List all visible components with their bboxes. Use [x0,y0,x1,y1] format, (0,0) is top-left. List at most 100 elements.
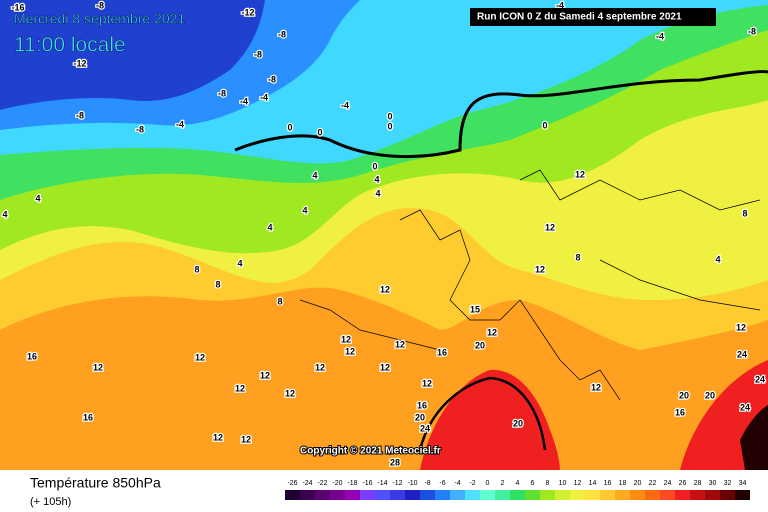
legend-label: 32 [724,480,732,487]
legend-swatch [480,490,495,500]
contour-label: 15 [470,304,480,314]
legend-swatch [660,490,675,500]
contour-label: -16 [11,2,24,12]
legend-swatch [375,490,390,500]
legend-label: -18 [347,480,357,487]
legend-swatch [630,490,645,500]
contour-label: 12 [341,334,351,344]
contour-label: 24 [755,374,765,384]
legend-swatch [525,490,540,500]
contour-label: 12 [241,434,251,444]
contour-label: 4 [715,254,720,264]
contour-label: 4 [237,258,242,268]
isotherm-20 [418,376,547,451]
legend-label: 30 [709,480,717,487]
contour-label: 20 [415,412,425,422]
contour-label: 4 [375,188,380,198]
legend-swatch [315,490,330,500]
legend-label: -24 [302,480,312,487]
legend-swatch [420,490,435,500]
contour-label: 4 [2,209,7,219]
legend-label: 22 [649,480,657,487]
contour-label: 4 [267,222,272,232]
contour-label: 12 [195,352,205,362]
contour-label: -8 [254,49,262,59]
legend-swatch [405,490,420,500]
legend-label: -10 [407,480,417,487]
contour-label: 12 [380,362,390,372]
contour-label: 8 [194,264,199,274]
contour-label: 4 [374,174,379,184]
legend-swatch [390,490,405,500]
legend-label: -16 [362,480,372,487]
legend-label: 2 [501,480,505,487]
legend-label: 4 [516,480,520,487]
contour-label: 12 [380,284,390,294]
contour-label: 8 [215,279,220,289]
contour-label: 12 [93,362,103,372]
legend-label: -20 [332,480,342,487]
legend-swatch [510,490,525,500]
run: Run ICON 0 Z du Samedi 4 septembre 2021 [477,12,682,23]
legend-label: -4 [454,480,460,487]
contour-labels: -16 -8-12-8-8-8-12-8-4 -4-4-8-8 -4 0 000 00444… [1,0,766,469]
legend-label: -26 [287,480,297,487]
contour-label: 0 [387,121,392,131]
contour-label: -4 [656,31,664,41]
lead-time: (+ 105h) [30,496,71,508]
legend-label: 34 [739,480,747,487]
legend-label: 18 [619,480,627,487]
contour-label: 8 [575,252,580,262]
contour-label: -12 [241,7,254,17]
zone-black [740,405,768,470]
legend-swatch [555,490,570,500]
legend-swatch [645,490,660,500]
contour-label: 8 [277,296,282,306]
contour-label: 4 [302,205,307,215]
legend: -26 -24 -22 -20 -18 -16 -14 -12 -10 -8 -6 -4 -2 0 2 4 6 8… [285,480,750,500]
legend-label: 8 [546,480,550,487]
contour-label: -12 [73,58,86,68]
contour-label: -8 [76,110,84,120]
contour-label: 0 [287,122,292,132]
legend-label: -8 [424,480,430,487]
contour-label: 24 [737,349,747,359]
legend-swatch [495,490,510,500]
legend-label: 28 [694,480,702,487]
contour-label: 12 [736,322,746,332]
contour-label: 20 [513,418,523,428]
contour-label: 24 [740,402,750,412]
legend-swatch [720,490,735,500]
contour-label: -4 [260,92,268,102]
contour-label: 12 [545,222,555,232]
contour-label: 12 [487,327,497,337]
contour-label: 16 [83,412,93,422]
legend-label: 6 [531,480,535,487]
contour-label: 24 [420,423,430,433]
contour-label: 0 [387,111,392,121]
contour-label: 12 [591,382,601,392]
legend-label: 12 [574,480,582,487]
contour-label: 28 [390,457,400,467]
contour-label: -8 [218,88,226,98]
legend-label: 24 [664,480,672,487]
contour-label: 12 [575,169,585,179]
time: 11:00 locale [14,34,126,57]
contour-label: 12 [235,383,245,393]
contour-label: 12 [395,339,405,349]
contour-label: -4 [176,119,184,129]
contour-label: -4 [341,100,349,110]
contour-label: 12 [260,370,270,380]
copyright: Copyright © 2021 Meteociel.fr [300,446,441,457]
zone-blue-dark [0,0,265,110]
contour-label: 0 [542,120,547,130]
legend-swatch [435,490,450,500]
contour-label: -8 [748,26,756,36]
legend-label: 20 [634,480,642,487]
contour-label: 4 [35,193,40,203]
contour-label: 16 [437,347,447,357]
contour-label: 20 [679,390,689,400]
legend-swatch [465,490,480,500]
contour-label: -8 [96,0,104,10]
